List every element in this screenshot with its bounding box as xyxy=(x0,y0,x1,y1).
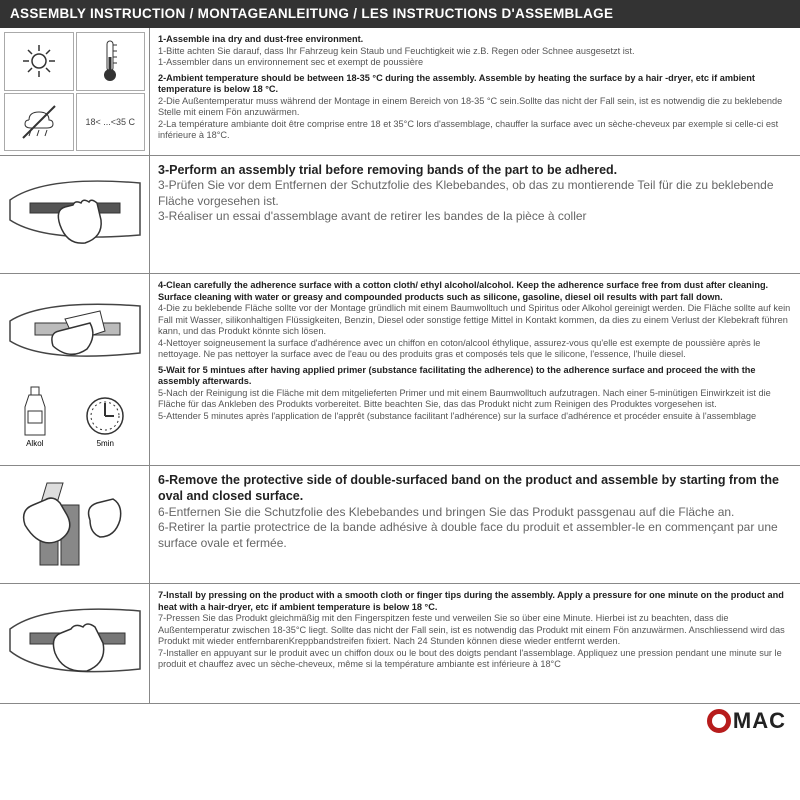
instruction-row: 7-Install by pressing on the product wit… xyxy=(0,584,800,704)
instruction-rows: 18< ...<35 C 1-Assemble ina dry and dust… xyxy=(0,28,800,704)
step-4-de: 4-Die zu beklebende Fläche sollte vor de… xyxy=(158,303,792,338)
brand-logo: MAC xyxy=(707,708,786,734)
instruction-row: 3-Perform an assembly trial before remov… xyxy=(0,156,800,274)
page-title: ASSEMBLY INSTRUCTION / MONTAGEANLEITUNG … xyxy=(0,0,800,28)
clean-surface-icon xyxy=(5,291,145,381)
step-6-bold: 6-Remove the protective side of double-s… xyxy=(158,472,792,505)
instruction-row: Alkol 5min 4-Clean carefully the adheren… xyxy=(0,274,800,466)
peel-film-icon xyxy=(5,475,145,575)
instruction-row: 18< ...<35 C 1-Assemble ina dry and dust… xyxy=(0,28,800,156)
temp-range-label: 18< ...<35 C xyxy=(76,93,146,152)
footer: MAC xyxy=(0,704,800,736)
icon-cell-4 xyxy=(0,466,150,583)
thermometer-icon xyxy=(76,32,146,91)
step-1-fr: 1-Assembler dans un environnement sec et… xyxy=(158,57,792,69)
step-6-fr: 6-Retirer la partie protectrice de la ba… xyxy=(158,520,792,551)
instruction-row: 6-Remove the protective side of double-s… xyxy=(0,466,800,584)
logo-text: MAC xyxy=(733,708,786,734)
no-rain-icon xyxy=(4,93,74,152)
step-4-bold: 4-Clean carefully the adherence surface … xyxy=(158,280,792,303)
step-4-fr: 4-Nettoyer soigneusement la surface d'ad… xyxy=(158,338,792,361)
step-7-bold: 7-Install by pressing on the product wit… xyxy=(158,590,792,613)
clock-5min-icon: 5min xyxy=(82,393,128,448)
press-install-icon xyxy=(5,591,145,696)
icon-cell-3: Alkol 5min xyxy=(0,274,150,465)
step-7-de: 7-Pressen Sie das Produkt gleichmäßig mi… xyxy=(158,613,792,648)
step-3-fr: 3-Réaliser un essai d'assemblage avant d… xyxy=(158,209,792,225)
step-2-de: 2-Die Außentemperatur muss während der M… xyxy=(158,96,792,119)
text-cell-3: 4-Clean carefully the adherence surface … xyxy=(150,274,800,465)
step-5-bold: 5-Wait for 5 mintues after having applie… xyxy=(158,365,792,388)
alcohol-bottle-icon: Alkol xyxy=(21,385,49,448)
icon-cell-5 xyxy=(0,584,150,703)
step-5-fr: 5-Attender 5 minutes après l'application… xyxy=(158,411,792,423)
step-3-bold: 3-Perform an assembly trial before remov… xyxy=(158,162,792,178)
text-cell-4: 6-Remove the protective side of double-s… xyxy=(150,466,800,583)
step-1-bold: 1-Assemble ina dry and dust-free environ… xyxy=(158,34,792,46)
step-5-de: 5-Nach der Reinigung ist die Fläche mit … xyxy=(158,388,792,411)
sun-icon xyxy=(4,32,74,91)
step-2-fr: 2-La température ambiante doit être comp… xyxy=(158,119,792,142)
text-cell-2: 3-Perform an assembly trial before remov… xyxy=(150,156,800,273)
step-1-de: 1-Bitte achten Sie darauf, dass Ihr Fahr… xyxy=(158,46,792,58)
step-6-de: 6-Entfernen Sie die Schutzfolie des Kleb… xyxy=(158,505,792,521)
text-cell-1: 1-Assemble ina dry and dust-free environ… xyxy=(150,28,800,155)
step-7-fr: 7-Installer en appuyant sur le produit a… xyxy=(158,648,792,671)
step-2-bold: 2-Ambient temperature should be between … xyxy=(158,73,792,96)
icon-cell-1: 18< ...<35 C xyxy=(0,28,150,155)
trial-hand-icon xyxy=(5,165,145,265)
icon-cell-2 xyxy=(0,156,150,273)
text-cell-5: 7-Install by pressing on the product wit… xyxy=(150,584,800,703)
step-3-de: 3-Prüfen Sie vor dem Entfernen der Schut… xyxy=(158,178,792,209)
logo-ring-icon xyxy=(707,709,731,733)
